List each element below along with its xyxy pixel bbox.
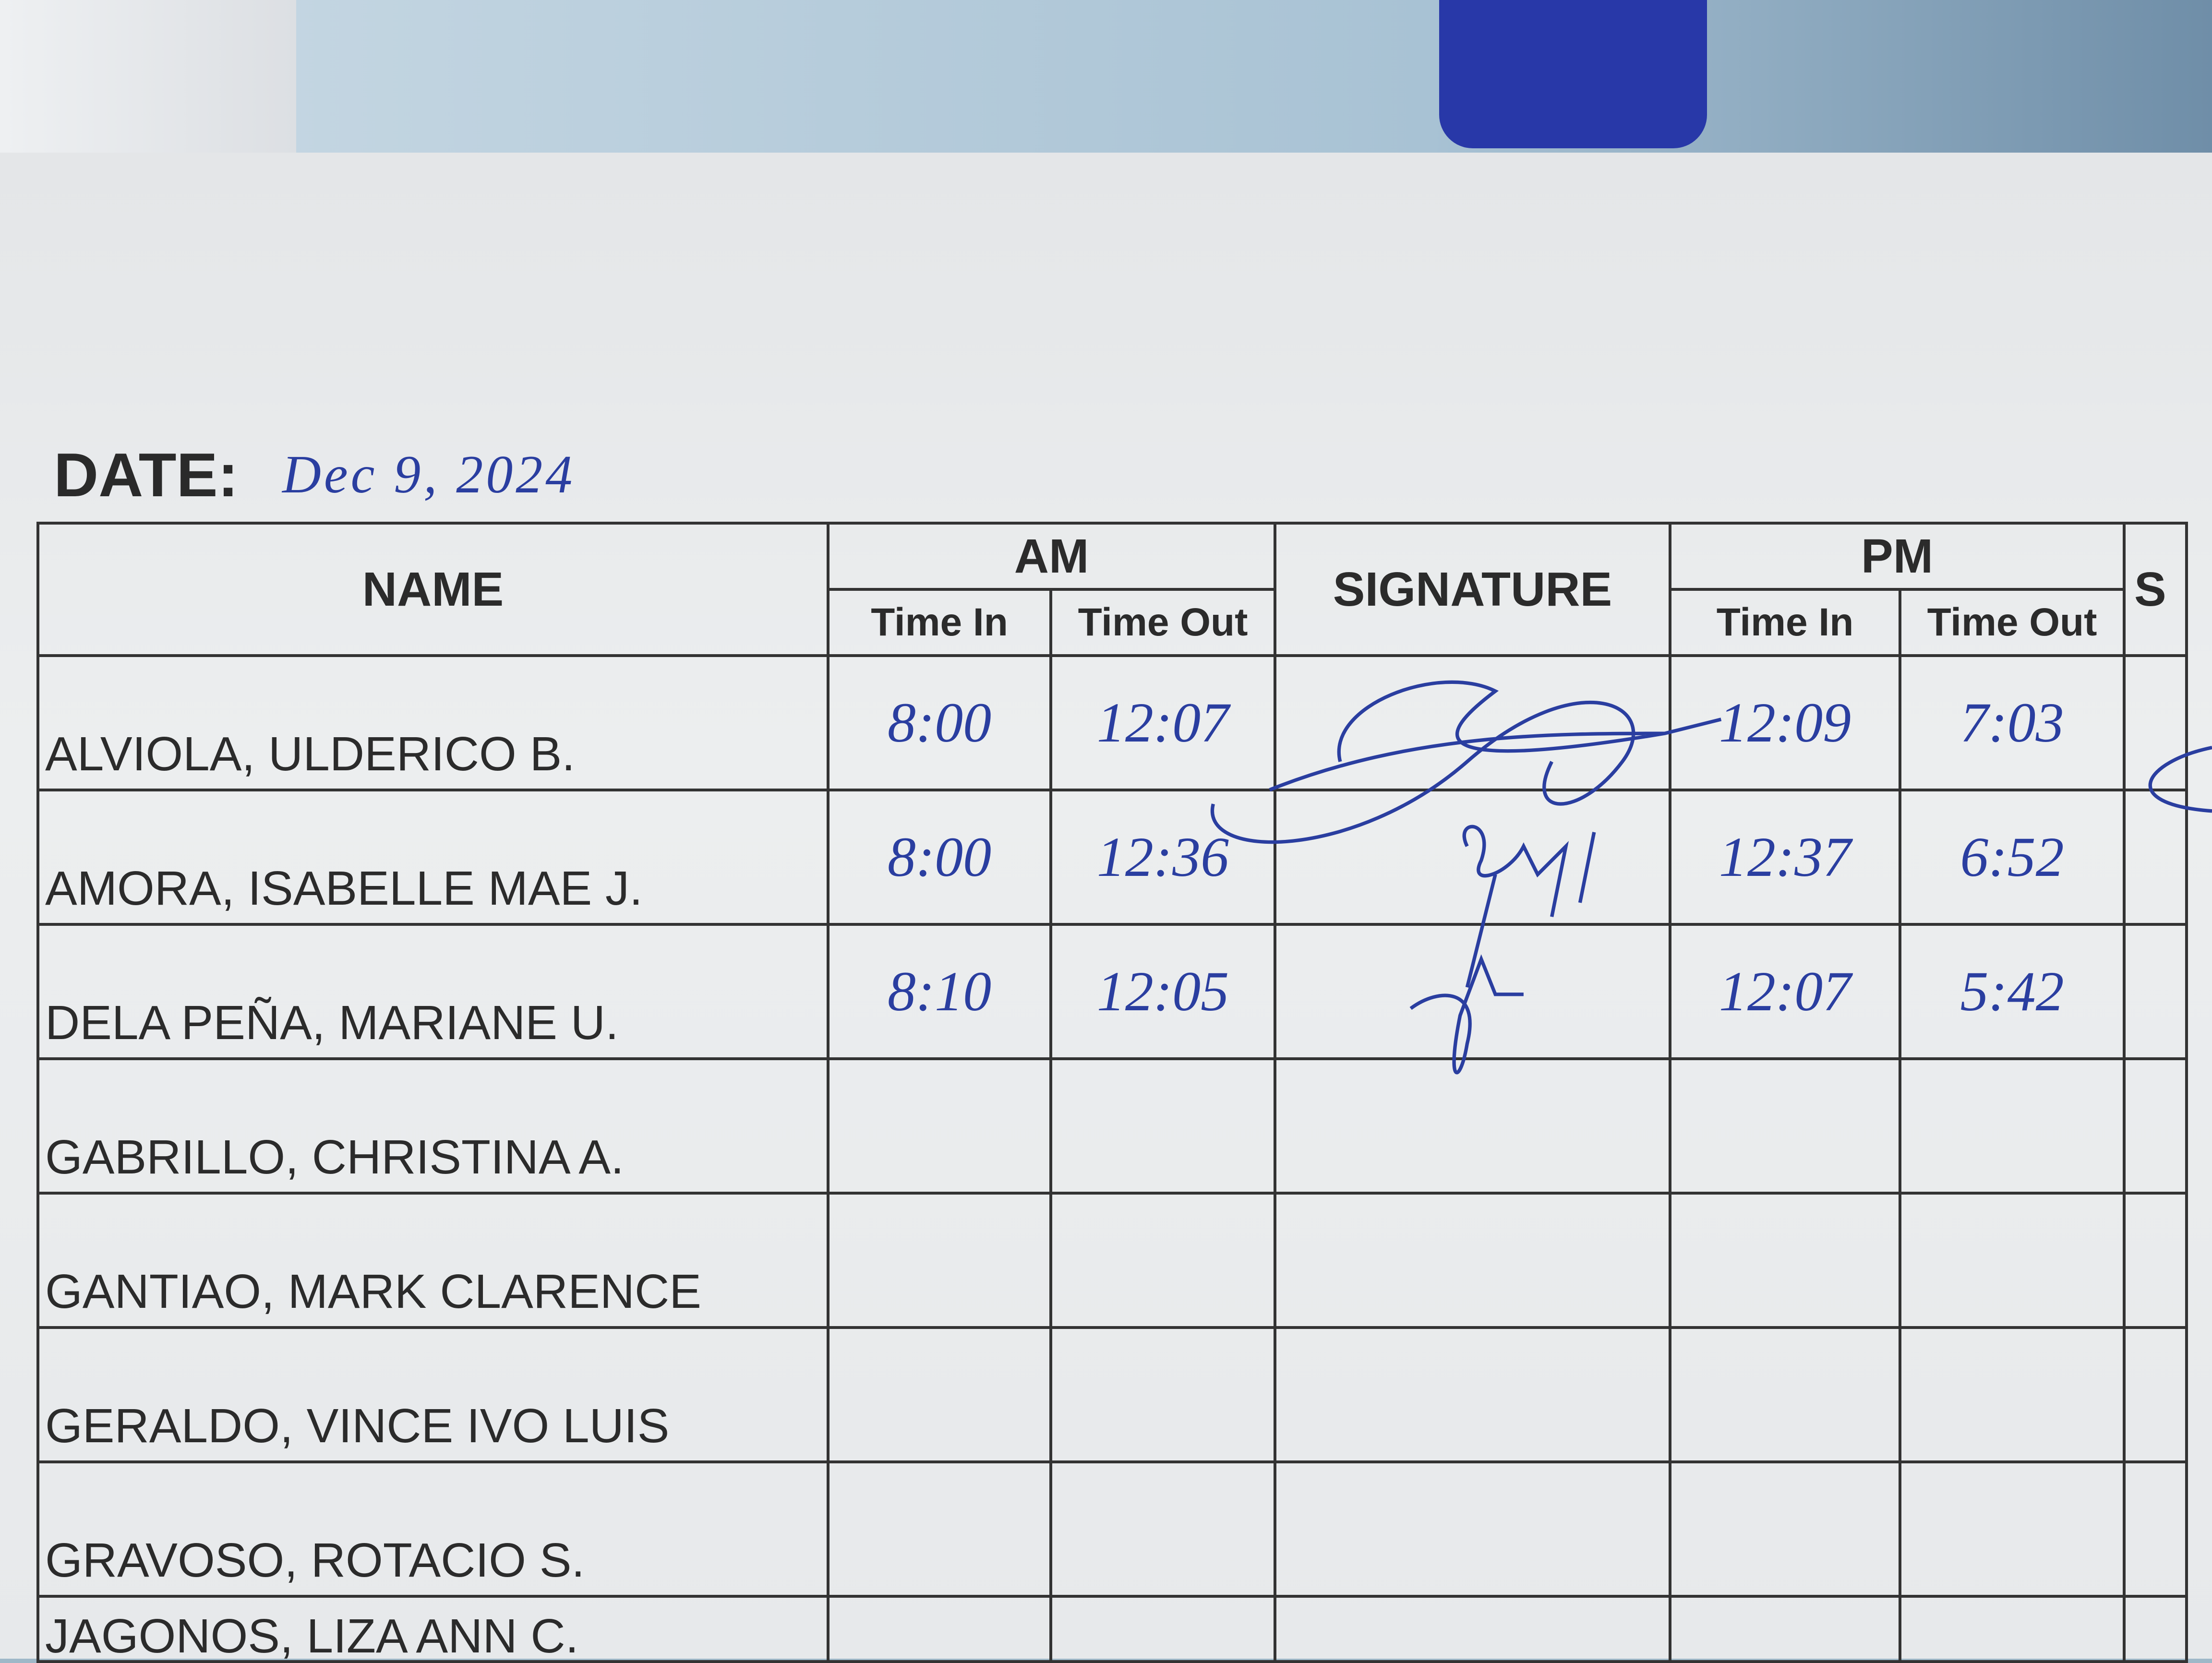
pm-time-out (1899, 1057, 2126, 1195)
background-papers (254, 0, 2212, 155)
pm-time-in (1669, 1192, 1901, 1329)
pm-time-in (1669, 1595, 1901, 1663)
pm-time-in: 12:09 (1669, 654, 1901, 791)
pm-time-out: 6:52 (1899, 789, 2126, 926)
table-row: DELA PEÑA, MARIANE U. 8:10 12:05 12:07 5:42 (36, 923, 2188, 1060)
header-am-time-out: Time Out (1049, 588, 1276, 657)
signature-cell (1274, 923, 1671, 1060)
next-column-cell (2123, 654, 2188, 791)
am-time-in (827, 1057, 1052, 1195)
next-column-cell (2123, 1460, 2188, 1598)
pm-time-out: 7:03 (1899, 654, 2126, 791)
am-time-in: 8:00 (827, 654, 1052, 791)
signature-cell (1274, 1326, 1671, 1463)
name-cell: GABRILLO, CHRISTINA A. (36, 1057, 830, 1195)
header-pm-time-out: Time Out (1899, 588, 2126, 657)
am-time-out: 12:36 (1049, 789, 1276, 926)
pm-time-in (1669, 1460, 1901, 1598)
date-label: DATE: (54, 441, 239, 510)
name-cell: GERALDO, VINCE IVO LUIS (36, 1326, 830, 1463)
am-time-out (1049, 1460, 1276, 1598)
header-am: AM (827, 522, 1276, 591)
pm-time-out (1899, 1326, 2126, 1463)
signature-cell (1274, 789, 1671, 926)
am-time-in (827, 1326, 1052, 1463)
name-cell: ALVIOLA, ULDERICO B. (36, 654, 830, 791)
table-row: GABRILLO, CHRISTINA A. (36, 1057, 2188, 1195)
am-time-out (1049, 1192, 1276, 1329)
signature-cell (1274, 1460, 1671, 1598)
name-cell: DELA PEÑA, MARIANE U. (36, 923, 830, 1060)
am-time-out (1049, 1057, 1276, 1195)
am-time-out: 12:05 (1049, 923, 1276, 1060)
next-column-cell (2123, 789, 2188, 926)
header-signature: SIGNATURE (1274, 522, 1671, 657)
am-time-in (827, 1460, 1052, 1598)
signature-cell (1274, 1595, 1671, 1663)
name-cell: GRAVOSO, ROTACIO S. (36, 1460, 830, 1598)
am-time-out (1049, 1326, 1276, 1463)
table-row: ALVIOLA, ULDERICO B. 8:00 12:07 12:09 7:03 (36, 654, 2188, 791)
pm-time-in: 12:37 (1669, 789, 1901, 926)
am-time-in (827, 1192, 1052, 1329)
next-column-cell (2123, 1326, 2188, 1463)
signature-cell (1274, 654, 1671, 791)
pm-time-in: 12:07 (1669, 923, 1901, 1060)
pm-time-out: 5:42 (1899, 923, 2126, 1060)
signature-cell (1274, 1192, 1671, 1329)
name-cell: JAGONOS, LIZA ANN C. (36, 1595, 830, 1663)
name-cell: AMORA, ISABELLE MAE J. (36, 789, 830, 926)
next-column-cell (2123, 1057, 2188, 1195)
table-row: JAGONOS, LIZA ANN C. (36, 1595, 2188, 1663)
header-next: S (2123, 522, 2188, 657)
table-row: AMORA, ISABELLE MAE J. 8:00 12:36 12:37 6:52 (36, 789, 2188, 926)
table-row: GERALDO, VINCE IVO LUIS (36, 1326, 2188, 1463)
signature-cell (1274, 1057, 1671, 1195)
header-pm: PM (1669, 522, 2126, 591)
attendance-table: NAME AM SIGNATURE PM S Time In Time Out … (36, 522, 2188, 1663)
pm-time-out (1899, 1192, 2126, 1329)
am-time-out (1049, 1595, 1276, 1663)
table-row: GANTIAO, MARK CLARENCE (36, 1192, 2188, 1329)
date-value: Dec 9, 2024 (282, 445, 576, 504)
header-name: NAME (36, 522, 830, 657)
table-row: GRAVOSO, ROTACIO S. (36, 1460, 2188, 1598)
pm-time-out (1899, 1595, 2126, 1663)
am-time-in (827, 1595, 1052, 1663)
am-time-out: 12:07 (1049, 654, 1276, 791)
pm-time-out (1899, 1460, 2126, 1598)
name-cell: GANTIAO, MARK CLARENCE (36, 1192, 830, 1329)
am-time-in: 8:00 (827, 789, 1052, 926)
am-time-in: 8:10 (827, 923, 1052, 1060)
next-column-cell (2123, 923, 2188, 1060)
pm-time-in (1669, 1057, 1901, 1195)
pm-time-in (1669, 1326, 1901, 1463)
next-column-cell (2123, 1192, 2188, 1329)
header-am-time-in: Time In (827, 588, 1052, 657)
header-pm-time-in: Time In (1669, 588, 1901, 657)
next-column-cell (2123, 1595, 2188, 1663)
blue-clip (1439, 0, 1707, 148)
